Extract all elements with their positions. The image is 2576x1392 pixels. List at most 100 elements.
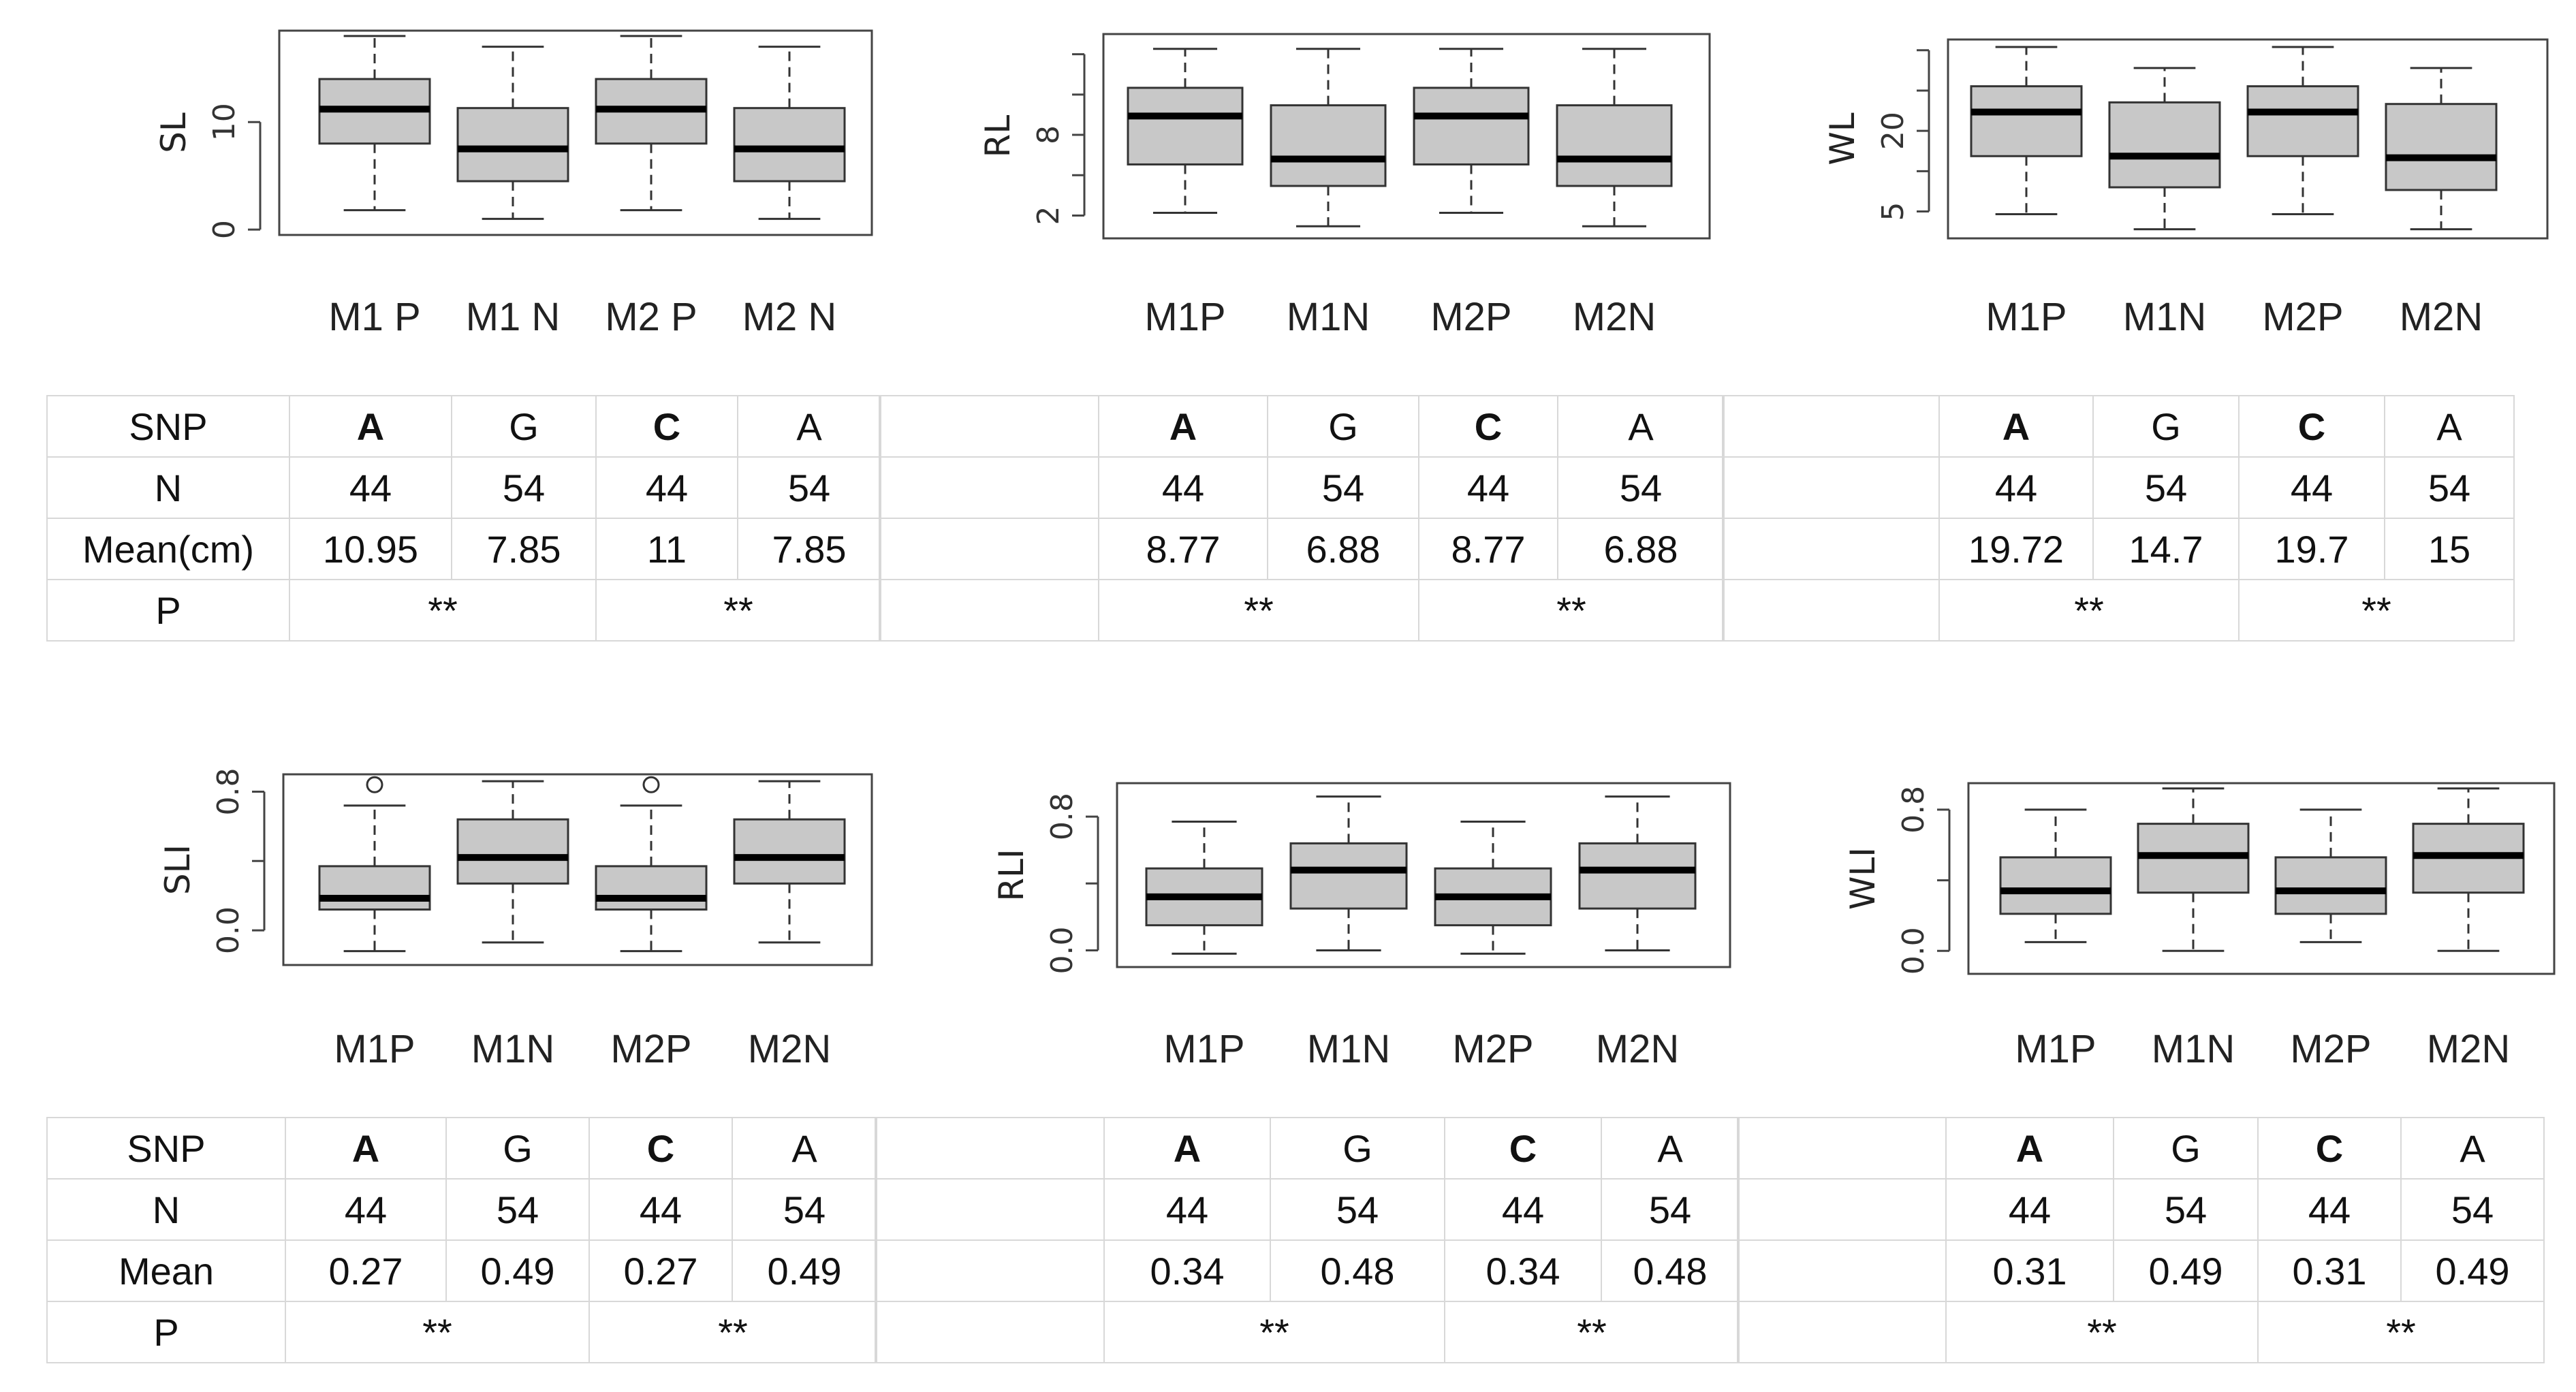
n-cell: 44 bbox=[1418, 456, 1558, 519]
snp-cell: G bbox=[2092, 395, 2240, 458]
spacer-cell bbox=[1737, 1301, 1947, 1363]
spacer-cell bbox=[1737, 1178, 1947, 1241]
x-category-label: M2P bbox=[2290, 1027, 2371, 1071]
y-tick-label: 0.8 bbox=[1896, 786, 1931, 834]
boxplot-sli: 0.0 0.8 SLI M1P M1N M2P M2N bbox=[158, 768, 873, 1071]
plot-frame bbox=[278, 29, 873, 236]
n-cell: 54 bbox=[445, 1178, 590, 1241]
y-axis-label: SL bbox=[154, 112, 193, 153]
snp-cell: G bbox=[445, 1117, 590, 1180]
row-label-snp: SNP bbox=[46, 395, 290, 458]
box-iqr bbox=[1270, 104, 1387, 187]
y-tick-label: 0.8 bbox=[1045, 793, 1080, 840]
snp-cell: C bbox=[588, 1117, 733, 1180]
n-cell: 44 bbox=[285, 1178, 447, 1241]
y-axis-label: WL bbox=[1823, 112, 1862, 165]
snp-cell: A bbox=[2384, 395, 2515, 458]
row-label-n: N bbox=[46, 456, 290, 519]
snp-cell: C bbox=[595, 395, 738, 458]
y-axis-label: RLI bbox=[992, 849, 1031, 901]
snp-cell: A bbox=[285, 1117, 447, 1180]
table-row-snp: A G C A bbox=[875, 1117, 1740, 1180]
mean-cell: 19.72 bbox=[1938, 518, 2094, 580]
x-category-label: M1P bbox=[2015, 1027, 2096, 1071]
mean-cell: 0.49 bbox=[2400, 1239, 2545, 1302]
plot-frame bbox=[1947, 38, 2549, 240]
mean-cell: 0.34 bbox=[1103, 1239, 1271, 1302]
box-iqr bbox=[1127, 86, 1244, 165]
snp-cell: C bbox=[1418, 395, 1558, 458]
table-wli-stats: A G C A 44 54 44 54 0.31 0.49 0.31 0.49 … bbox=[1737, 1117, 2545, 1363]
mean-cell: 0.49 bbox=[732, 1239, 877, 1302]
y-axis-label: WLI bbox=[1843, 847, 1883, 910]
box-iqr bbox=[318, 865, 431, 911]
p-cell: ** bbox=[1418, 579, 1725, 642]
mean-cell: 0.49 bbox=[2113, 1239, 2259, 1302]
spacer-cell bbox=[875, 1239, 1105, 1302]
snp-cell: A bbox=[1601, 1117, 1740, 1180]
mean-cell: 7.85 bbox=[737, 518, 881, 580]
box-iqr bbox=[2274, 856, 2387, 915]
box-iqr bbox=[1578, 842, 1697, 910]
outlier-point bbox=[642, 776, 660, 793]
y-tick-label: 20 bbox=[1876, 112, 1911, 150]
y-axis-label: SLI bbox=[158, 844, 198, 895]
x-category-label: M2P bbox=[610, 1027, 691, 1071]
x-category-label: M1N bbox=[1307, 1027, 1390, 1071]
table-row-n: 44 54 44 54 bbox=[879, 456, 1725, 519]
p-cell: ** bbox=[595, 579, 881, 642]
box-iqr bbox=[733, 107, 846, 183]
x-category-label: M1 N bbox=[466, 295, 561, 339]
mean-cell: 0.31 bbox=[2257, 1239, 2402, 1302]
table-sl-stats: SNP A G C A N 44 54 44 54 Mean(cm) 10.95… bbox=[46, 395, 881, 642]
table-row-n: N 44 54 44 54 bbox=[46, 1178, 877, 1241]
box-iqr bbox=[1413, 86, 1530, 165]
snp-cell: A bbox=[2400, 1117, 2545, 1180]
n-cell: 54 bbox=[737, 456, 881, 519]
spacer-cell bbox=[875, 1178, 1105, 1241]
y-tick-label: 0.0 bbox=[211, 906, 246, 954]
row-label-mean: Mean bbox=[46, 1239, 286, 1302]
plot-frame bbox=[1116, 782, 1731, 968]
p-cell: ** bbox=[2257, 1301, 2545, 1363]
snp-cell: A bbox=[1103, 1117, 1271, 1180]
table-row-mean: 0.31 0.49 0.31 0.49 bbox=[1737, 1239, 2545, 1302]
snp-cell: A bbox=[1557, 395, 1725, 458]
boxplot-sl: 0 10 SL M1 P M1 N M2 P M2 N bbox=[154, 29, 873, 339]
box-iqr bbox=[2385, 103, 2498, 191]
n-cell: 54 bbox=[2400, 1178, 2545, 1241]
snp-cell: A bbox=[289, 395, 452, 458]
table-row-snp: SNP A G C A bbox=[46, 395, 881, 458]
spacer-cell bbox=[1722, 518, 1940, 580]
mean-cell: 0.34 bbox=[1444, 1239, 1602, 1302]
snp-cell: C bbox=[1444, 1117, 1602, 1180]
spacer-cell bbox=[1722, 456, 1940, 519]
table-row-mean: 19.72 14.7 19.7 15 bbox=[1722, 518, 2515, 580]
table-row-mean: Mean 0.27 0.49 0.27 0.49 bbox=[46, 1239, 877, 1302]
snp-cell: A bbox=[1098, 395, 1268, 458]
box-iqr bbox=[595, 865, 708, 911]
table-row-p: P ** ** bbox=[46, 579, 881, 642]
table-row-p: ** ** bbox=[875, 1301, 1740, 1363]
table-row-p: P ** ** bbox=[46, 1301, 877, 1363]
mean-cell: 0.31 bbox=[1945, 1239, 2114, 1302]
x-category-label: M1N bbox=[2123, 295, 2206, 339]
spacer-cell bbox=[879, 518, 1099, 580]
p-cell: ** bbox=[2238, 579, 2515, 642]
box-iqr bbox=[2246, 85, 2359, 157]
n-cell: 54 bbox=[2384, 456, 2515, 519]
n-cell: 44 bbox=[2238, 456, 2385, 519]
table-row-mean: Mean(cm) 10.95 7.85 11 7.85 bbox=[46, 518, 881, 580]
x-category-label: M1 P bbox=[328, 295, 420, 339]
x-category-label: M1N bbox=[471, 1027, 554, 1071]
n-cell: 54 bbox=[732, 1178, 877, 1241]
n-cell: 44 bbox=[2257, 1178, 2402, 1241]
x-category-label: M2N bbox=[2427, 1027, 2510, 1071]
box-iqr bbox=[1556, 104, 1673, 187]
x-category-label: M2 P bbox=[605, 295, 697, 339]
n-cell: 44 bbox=[588, 1178, 733, 1241]
mean-cell: 0.27 bbox=[588, 1239, 733, 1302]
table-row-p: ** ** bbox=[1722, 579, 2515, 642]
mean-cell: 14.7 bbox=[2092, 518, 2240, 580]
snp-cell: A bbox=[1938, 395, 2094, 458]
